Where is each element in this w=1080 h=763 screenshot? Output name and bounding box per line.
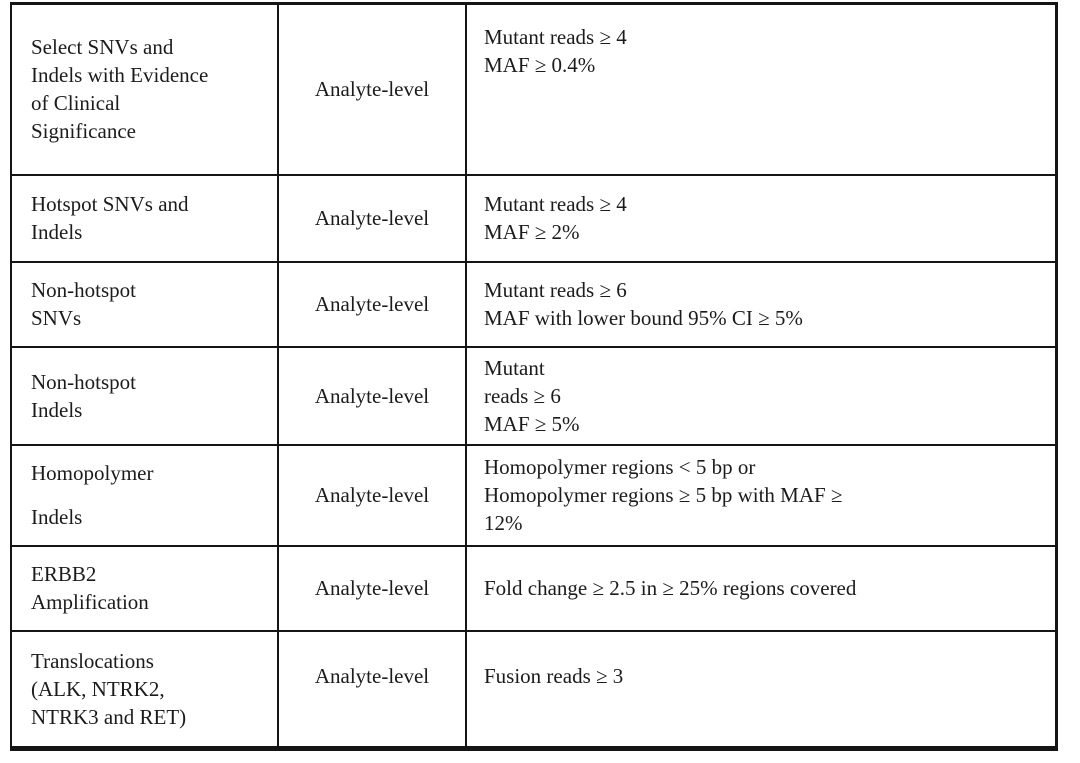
table-row: ERBB2 Amplification Analyte-level Fold c… — [10, 544, 1057, 632]
level-cell: Analyte-level — [277, 345, 467, 446]
level-cell: Analyte-level — [277, 2, 467, 176]
criteria-cell: Fusion reads ≥ 3 — [465, 629, 1057, 750]
table-row: Non-hotspot SNVs Analyte-level Mutant re… — [10, 260, 1057, 348]
variant-type-cell: Homopolymer Indels — [10, 443, 279, 547]
variant-type-cell: ERBB2 Amplification — [10, 544, 279, 632]
criteria-cell: Mutant reads ≥ 6 MAF with lower bound 95… — [465, 260, 1057, 348]
criteria-cell: Mutant reads ≥ 6 MAF ≥ 5% — [465, 345, 1057, 446]
variant-type-cell: Non-hotspot SNVs — [10, 260, 279, 348]
criteria-cell: Mutant reads ≥ 4 MAF ≥ 0.4% — [465, 2, 1057, 176]
table-row: Homopolymer Indels Analyte-level Homopol… — [10, 443, 1057, 547]
variant-type-cell: Translocations (ALK, NTRK2, NTRK3 and RE… — [10, 629, 279, 750]
level-cell: Analyte-level — [277, 173, 467, 263]
table-row: Select SNVs and Indels with Evidence of … — [10, 2, 1057, 176]
variant-type-cell: Hotspot SNVs and Indels — [10, 173, 279, 263]
criteria-cell: Mutant reads ≥ 4 MAF ≥ 2% — [465, 173, 1057, 263]
table-row: Hotspot SNVs and Indels Analyte-level Mu… — [10, 173, 1057, 263]
level-cell: Analyte-level — [277, 260, 467, 348]
variant-type-cell: Non-hotspot Indels — [10, 345, 279, 446]
level-cell: Analyte-level — [277, 629, 467, 750]
table-row: Translocations (ALK, NTRK2, NTRK3 and RE… — [10, 629, 1057, 750]
level-cell: Analyte-level — [277, 544, 467, 632]
criteria-cell: Fold change ≥ 2.5 in ≥ 25% regions cover… — [465, 544, 1057, 632]
level-cell: Analyte-level — [277, 443, 467, 547]
thresholds-table: Select SNVs and Indels with Evidence of … — [10, 2, 1058, 751]
criteria-cell: Homopolymer regions < 5 bp or Homopolyme… — [465, 443, 1057, 547]
table-row: Non-hotspot Indels Analyte-level Mutant … — [10, 345, 1057, 446]
variant-type-cell: Select SNVs and Indels with Evidence of … — [10, 2, 279, 176]
